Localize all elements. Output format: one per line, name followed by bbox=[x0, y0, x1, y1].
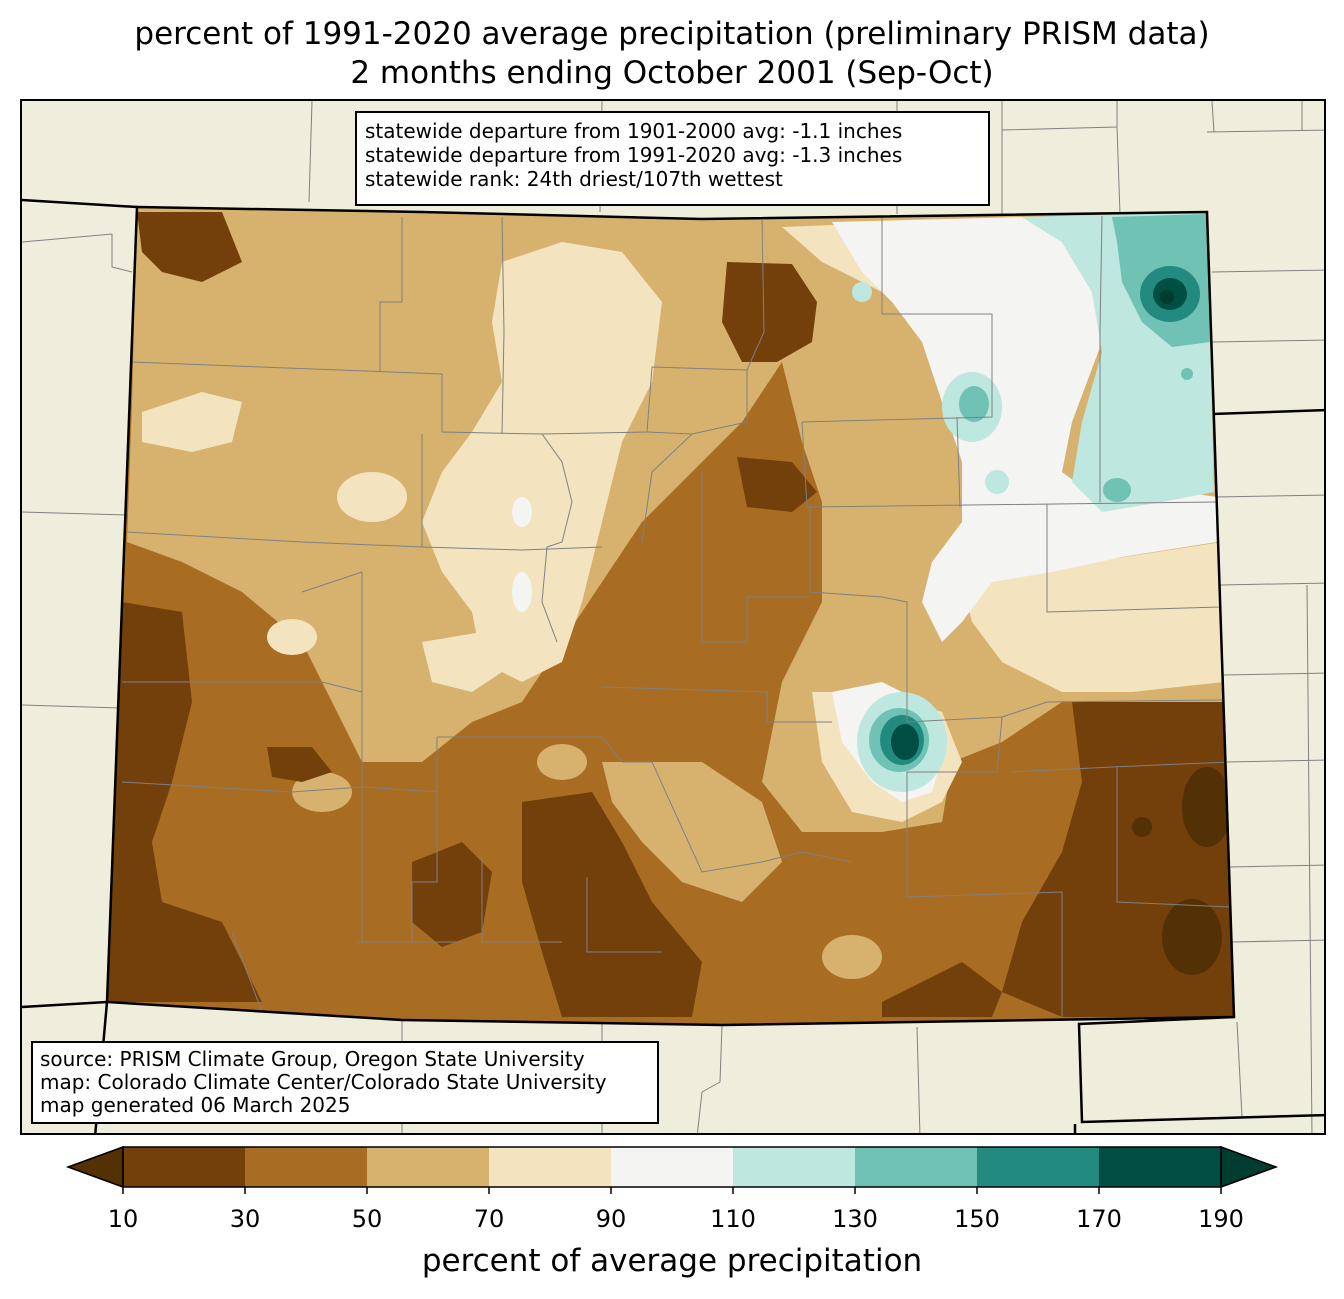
colorbar-cell bbox=[733, 1147, 856, 1187]
precip-field bbox=[107, 207, 1234, 1025]
colorbar-cell bbox=[977, 1147, 1100, 1187]
colorbar-tick-label: 130 bbox=[832, 1205, 878, 1233]
county-lines bbox=[121, 215, 1231, 1017]
map-panel bbox=[20, 99, 1326, 1135]
map-credit-line: map: Colorado Climate Center/Colorado St… bbox=[40, 1070, 607, 1094]
colorbar-tick-label: 110 bbox=[710, 1205, 756, 1233]
colorado-border bbox=[105, 205, 1236, 1027]
colorbar-tick-label: 50 bbox=[351, 1205, 383, 1233]
stat-departure-1901: statewide departure from 1901-2000 avg: … bbox=[365, 119, 903, 143]
colorbar-over-arrow bbox=[1220, 1145, 1279, 1189]
colorbar-cell bbox=[367, 1147, 490, 1187]
colorbar-tick-label: 150 bbox=[954, 1205, 1000, 1233]
colorbar-cell bbox=[1099, 1147, 1222, 1187]
colorbar-tick-label: 30 bbox=[229, 1205, 261, 1233]
generated-date-line: map generated 06 March 2025 bbox=[40, 1093, 351, 1117]
colorbar bbox=[65, 1145, 1279, 1194]
colorbar-tick-label: 90 bbox=[595, 1205, 627, 1233]
colorbar-cell bbox=[123, 1147, 246, 1187]
colorbar-cell bbox=[489, 1147, 612, 1187]
source-box: source: PRISM Climate Group, Oregon Stat… bbox=[31, 1041, 659, 1124]
colorbar-cell bbox=[855, 1147, 978, 1187]
statewide-stats-box: statewide departure from 1901-2000 avg: … bbox=[355, 111, 990, 206]
colorbar-cell bbox=[611, 1147, 734, 1187]
map-title-line1: percent of 1991-2020 average precipitati… bbox=[134, 16, 1210, 52]
colorbar-tick-label: 10 bbox=[107, 1205, 139, 1233]
colorbar-tick-label: 70 bbox=[473, 1205, 505, 1233]
source-line: source: PRISM Climate Group, Oregon Stat… bbox=[40, 1047, 585, 1071]
colorbar-cell bbox=[245, 1147, 368, 1187]
colorbar-tick-label: 170 bbox=[1076, 1205, 1122, 1233]
colorbar-label: percent of average precipitation bbox=[421, 1243, 923, 1279]
map-title-line2: 2 months ending October 2001 (Sep-Oct) bbox=[350, 55, 994, 91]
colorbar-under-arrow bbox=[65, 1145, 124, 1189]
colorbar-tick-label: 190 bbox=[1198, 1205, 1244, 1233]
stat-rank: statewide rank: 24th driest/107th wettes… bbox=[365, 167, 783, 191]
precipitation-map bbox=[22, 101, 1324, 1133]
stat-departure-1991: statewide departure from 1991-2020 avg: … bbox=[365, 143, 903, 167]
